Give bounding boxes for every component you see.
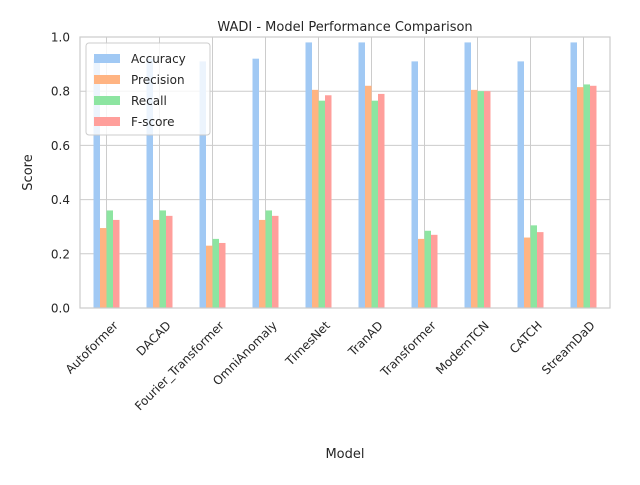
x-tick-labels: Autoformer DACADFourier_TransformerOmniAn…: [63, 318, 598, 413]
bar-f-score: [484, 91, 491, 308]
bar-recall: [106, 210, 113, 308]
x-tick-label: Autoformer: [63, 318, 121, 376]
legend-label: F-score: [131, 115, 174, 129]
y-tick-label: 1.0: [51, 31, 70, 45]
legend-swatch: [94, 54, 120, 63]
bar-accuracy: [411, 61, 418, 308]
x-tick-label: TranAD: [345, 318, 386, 359]
bar-recall: [530, 225, 537, 308]
bar-accuracy: [570, 42, 577, 309]
bar-recall: [318, 100, 325, 308]
bar-accuracy: [252, 58, 259, 309]
bar-precision: [153, 219, 160, 308]
bar-precision: [577, 87, 584, 308]
bar-f-score: [272, 215, 279, 308]
x-tick-label: DACAD: [134, 318, 174, 358]
bar-f-score: [378, 93, 385, 308]
bar-f-score: [166, 215, 173, 308]
bar-recall: [159, 210, 166, 308]
bar-f-score: [219, 242, 226, 308]
bar-f-score: [431, 234, 438, 308]
bar-precision: [312, 89, 319, 308]
y-tick-label: 0.0: [51, 302, 70, 316]
bar-f-score: [590, 85, 597, 308]
legend-label: Recall: [131, 94, 167, 108]
bar-f-score: [113, 219, 120, 308]
plot-border: [79, 36, 611, 309]
y-tick-label: 0.2: [51, 247, 70, 261]
x-tick-label: Fourier_Transformer: [132, 318, 227, 413]
bar-precision: [365, 85, 372, 308]
chart-title: WADI - Model Performance Comparison: [217, 20, 472, 35]
x-tick-label: Transformer: [377, 318, 439, 380]
plot-frame: [79, 36, 611, 309]
bar-accuracy: [93, 58, 100, 309]
bars-layer: [93, 42, 597, 309]
bar-f-score: [537, 232, 544, 308]
x-tick-label: ModernTCN: [433, 318, 492, 377]
bar-accuracy: [305, 42, 312, 309]
bar-precision: [206, 245, 213, 308]
legend-swatch: [94, 96, 120, 105]
bar-recall: [212, 238, 219, 308]
bar-precision: [259, 219, 266, 308]
bar-precision: [100, 228, 107, 308]
bar-accuracy: [464, 42, 471, 309]
bar-precision: [471, 89, 478, 308]
bar-accuracy: [199, 61, 206, 308]
legend-box: [85, 42, 211, 136]
bar-recall: [477, 91, 484, 308]
bar-recall: [583, 84, 590, 308]
bar-precision: [418, 238, 425, 308]
y-tick-label: 0.8: [51, 85, 70, 99]
x-tick-label: StreamDaD: [539, 318, 598, 377]
bar-recall: [371, 100, 378, 308]
y-tick-label: 0.4: [51, 193, 70, 207]
x-axis-title: Model: [325, 447, 364, 462]
y-tick-label: 0.6: [51, 139, 70, 153]
x-tick-label: TimesNet: [282, 318, 333, 369]
bar-recall: [265, 210, 272, 308]
legend-swatch: [94, 75, 120, 84]
bar-precision: [524, 237, 531, 308]
legend-swatch: [94, 117, 120, 126]
bar-accuracy: [517, 61, 524, 308]
y-axis-title: Score: [21, 154, 36, 190]
y-tick-labels: 0.0 0.2 0.4 0.6 0.8 1.0: [51, 31, 70, 316]
legend: Accuracy Precision Recall F-score: [85, 42, 211, 136]
bar-accuracy: [146, 58, 153, 309]
x-tick-label: CATCH: [507, 318, 545, 356]
legend-label: Precision: [131, 73, 185, 87]
bar-accuracy: [358, 42, 365, 309]
bar-recall: [424, 230, 431, 308]
legend-label: Accuracy: [131, 52, 186, 66]
bar-f-score: [325, 95, 332, 308]
